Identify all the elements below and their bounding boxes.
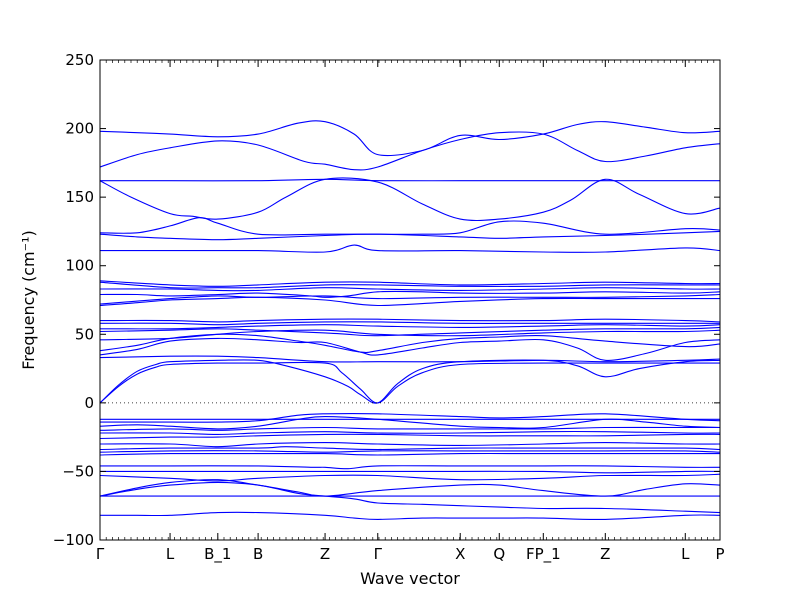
band-line-9 — [99, 450, 721, 453]
band-line-40 — [99, 120, 721, 157]
series-layer — [99, 120, 721, 521]
y-tick-label: 150 — [65, 188, 94, 206]
band-line-2 — [99, 481, 721, 514]
band-line-19 — [99, 359, 721, 404]
band-line-39 — [99, 131, 721, 171]
band-line-31 — [99, 287, 721, 292]
band-line-20 — [99, 355, 721, 363]
band-line-29 — [99, 293, 721, 305]
band-line-24 — [99, 326, 721, 337]
x-tick-label: Q — [493, 545, 505, 563]
x-tick-label: FP_1 — [526, 545, 561, 564]
band-line-38 — [99, 178, 720, 182]
y-tick-label: −100 — [53, 531, 94, 549]
x-tick-label: B_1 — [204, 545, 231, 564]
band-line-26 — [99, 321, 720, 326]
band-line-36 — [99, 217, 721, 236]
band-line-27 — [99, 318, 721, 323]
x-tick-label: B — [253, 545, 263, 563]
y-tick-label: 50 — [75, 325, 94, 343]
band-line-21 — [99, 337, 721, 361]
band-line-7 — [100, 465, 721, 470]
band-line-6 — [99, 470, 721, 474]
x-tick-label: P — [715, 545, 724, 563]
y-tick-label: 0 — [84, 394, 94, 412]
band-line-28 — [99, 296, 720, 307]
x-tick-label: Z — [600, 545, 610, 563]
band-line-13 — [99, 430, 721, 435]
band-line-8 — [99, 452, 720, 456]
band-line-25 — [99, 324, 721, 330]
band-line-22 — [99, 333, 721, 354]
tick-layer: −100 −50 0 50 100 150 200 250 Γ L B_1 B Z Γ X Q FP_1 Z L P — [53, 51, 725, 564]
y-tick-label: 250 — [65, 51, 94, 69]
plot-frame — [99, 59, 721, 541]
band-line-16 — [100, 413, 721, 423]
x-axis-label: Wave vector — [360, 569, 460, 588]
band-line-5 — [99, 473, 721, 482]
band-line-4 — [99, 479, 721, 497]
band-line-33 — [99, 280, 721, 287]
band-line-23 — [99, 329, 721, 341]
band-line-12 — [99, 433, 721, 440]
x-tick-label: X — [455, 545, 465, 563]
band-line-34 — [100, 244, 721, 253]
y-tick-label: 200 — [65, 120, 94, 138]
y-tick-label: −50 — [62, 462, 94, 480]
band-line-10 — [99, 446, 721, 451]
x-tick-label: L — [166, 545, 175, 563]
band-line-32 — [99, 281, 720, 289]
band-line-14 — [99, 426, 720, 431]
x-tick-label: Z — [320, 545, 330, 563]
band-line-37 — [99, 177, 721, 222]
band-line-11 — [99, 442, 721, 448]
x-tick-label: Γ — [374, 545, 383, 563]
band-line-30 — [99, 290, 721, 298]
y-tick-label: 100 — [65, 257, 94, 275]
x-tick-label: Γ — [96, 545, 105, 563]
band-line-1 — [100, 511, 721, 521]
y-axis-label: Frequency (cm⁻¹) — [19, 230, 38, 369]
x-tick-label: L — [681, 545, 690, 563]
band-line-18 — [99, 361, 720, 404]
